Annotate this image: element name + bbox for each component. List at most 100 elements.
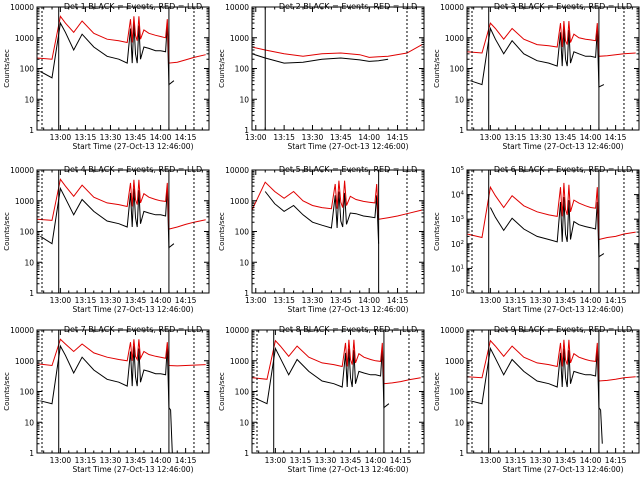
y-tick-label: 1000 <box>445 34 464 43</box>
y-tick-label: 100 <box>20 228 35 237</box>
y-axis-label: Counts/sec <box>3 372 11 411</box>
x-tick-label: 13:15 <box>75 456 97 465</box>
y-tick-label: 104 <box>451 191 465 200</box>
y-tick-label: 1 <box>244 126 249 135</box>
x-axis-label: Start Time (27-Oct-13 12:46:00) <box>502 465 623 474</box>
y-tick-label: 1000 <box>15 34 34 43</box>
y-tick-label: 1 <box>29 289 34 298</box>
x-tick-label: 13:30 <box>530 133 552 142</box>
events-series-line <box>40 186 175 249</box>
y-tick-label: 10000 <box>225 166 249 175</box>
lld-series-line <box>36 338 206 367</box>
y-axis-label: Counts/sec <box>433 372 441 411</box>
x-tick-label: 14:00 <box>150 133 172 142</box>
events-series-line <box>470 26 605 88</box>
y-tick-label: 10 <box>454 95 464 104</box>
x-tick-label: 13:30 <box>530 296 552 305</box>
x-tick-label: 13:45 <box>340 456 362 465</box>
y-tick-label: 10000 <box>225 3 249 12</box>
y-tick-label: 10 <box>24 418 34 427</box>
plot-frame <box>36 169 210 294</box>
y-tick-label: 105 <box>451 166 465 175</box>
events-series-line <box>251 53 389 64</box>
plot-frame <box>36 6 210 131</box>
x-tick-label: 14:15 <box>605 296 627 305</box>
x-axis-label: Start Time (27-Oct-13 12:46:00) <box>502 305 623 314</box>
x-tick-label: 14:15 <box>387 133 409 142</box>
y-tick-label: 1000 <box>15 357 34 366</box>
y-tick-label: 100 <box>235 65 250 74</box>
y-tick-label: 10000 <box>10 3 34 12</box>
y-tick-label: 103 <box>451 215 465 224</box>
y-tick-label: 1000 <box>15 197 34 206</box>
x-tick-label: 13:30 <box>315 456 337 465</box>
x-tick-label: 13:15 <box>273 296 295 305</box>
x-tick-label: 14:00 <box>358 296 380 305</box>
x-tick-label: 13:45 <box>125 133 147 142</box>
x-tick-label: 13:45 <box>555 296 577 305</box>
y-tick-label: 100 <box>450 388 465 397</box>
x-tick-label: 14:00 <box>358 133 380 142</box>
y-tick-label: 101 <box>451 264 464 273</box>
panel-title: Det 2 BLACK = Events, RED = LLD <box>279 2 417 11</box>
x-tick-label: 13:45 <box>555 133 577 142</box>
x-tick-label: 14:00 <box>580 296 602 305</box>
x-tick-label: 14:00 <box>150 456 172 465</box>
x-tick-label: 14:15 <box>605 133 627 142</box>
x-tick-label: 14:15 <box>175 296 197 305</box>
panel-title: Det 1 BLACK = Events, RED = LLD <box>64 2 202 11</box>
x-tick-label: 13:15 <box>505 296 527 305</box>
plot-frame <box>251 6 425 131</box>
lld-series-line <box>251 339 421 385</box>
x-tick-label: 14:00 <box>150 296 172 305</box>
lld-series-line <box>466 339 636 382</box>
x-tick-label: 13:00 <box>265 456 287 465</box>
y-tick-label: 10 <box>239 418 249 427</box>
y-tick-label: 100 <box>235 228 250 237</box>
lld-series-line <box>466 20 636 57</box>
x-axis-label: Start Time (27-Oct-13 12:46:00) <box>502 142 623 151</box>
x-tick-label: 13:15 <box>505 456 527 465</box>
y-tick-label: 10 <box>24 95 34 104</box>
x-tick-label: 13:45 <box>125 296 147 305</box>
x-axis-label: Start Time (27-Oct-13 12:46:00) <box>287 142 408 151</box>
y-tick-label: 1000 <box>230 357 249 366</box>
y-tick-label: 10000 <box>440 326 464 335</box>
x-tick-label: 13:00 <box>50 296 72 305</box>
y-tick-label: 10 <box>239 95 249 104</box>
events-series-line <box>40 21 175 86</box>
x-tick-label: 13:30 <box>302 296 324 305</box>
y-axis-label: Counts/sec <box>433 49 441 88</box>
y-tick-label: 100 <box>20 388 35 397</box>
events-series-line <box>470 346 603 444</box>
events-series-line <box>40 344 173 454</box>
y-tick-label: 1000 <box>230 197 249 206</box>
y-tick-label: 10000 <box>10 326 34 335</box>
x-tick-label: 14:15 <box>175 133 197 142</box>
x-tick-label: 14:00 <box>580 133 602 142</box>
x-tick-label: 13:30 <box>302 133 324 142</box>
lld-series-line <box>36 15 206 64</box>
x-tick-label: 13:45 <box>330 296 352 305</box>
y-tick-label: 10000 <box>10 166 34 175</box>
x-axis-label: Start Time (27-Oct-13 12:46:00) <box>72 465 193 474</box>
lld-series-line <box>251 180 423 220</box>
panel-title: Det 6 BLACK = Events, RED = LLD <box>494 165 632 174</box>
y-axis-label: Counts/sec <box>218 212 226 251</box>
y-tick-label: 1 <box>459 449 464 458</box>
events-series-line <box>264 191 380 244</box>
lld-series-line <box>36 178 206 230</box>
x-tick-label: 13:00 <box>245 133 267 142</box>
x-tick-label: 13:15 <box>75 133 97 142</box>
y-axis-label: Counts/sec <box>218 372 226 411</box>
